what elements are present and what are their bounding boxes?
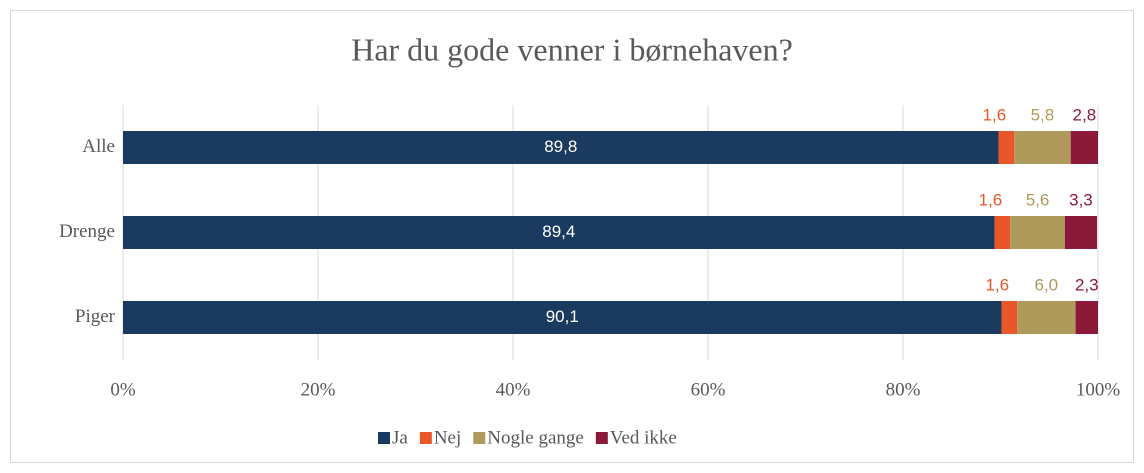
x-tick-label: 80%: [886, 379, 921, 400]
data-label: 89,4: [542, 222, 575, 241]
legend-label: Nej: [434, 427, 461, 448]
bar-segment: [1010, 216, 1065, 249]
bar-segment: [1014, 131, 1071, 164]
y-tick-label: Drenge: [59, 221, 115, 242]
legend-swatch: [473, 432, 486, 444]
data-label: 1,6: [979, 190, 1003, 209]
data-label: 1,6: [983, 105, 1007, 124]
data-label: 5,8: [1031, 105, 1055, 124]
chart-title: Har du gode venner i børnehaven?: [351, 31, 793, 67]
legend-swatch: [595, 432, 608, 444]
bar-segment: [123, 216, 995, 249]
x-tick-label: 0%: [110, 379, 136, 400]
bar-segment: [1017, 301, 1076, 334]
y-tick-label: Alle: [82, 136, 115, 157]
bar-segment: [994, 216, 1011, 249]
data-label: 3,3: [1069, 190, 1093, 209]
data-label: 90,1: [546, 307, 579, 326]
data-label: 89,8: [544, 137, 577, 156]
x-tick-label: 20%: [301, 379, 336, 400]
bar-segment: [123, 131, 999, 164]
legend-label: Nogle gange: [487, 427, 584, 448]
legend-swatch: [378, 432, 390, 444]
data-label: 5,6: [1026, 190, 1050, 209]
x-tick-label: 60%: [691, 379, 726, 400]
data-label: 1,6: [985, 275, 1009, 294]
data-label: 6,0: [1035, 275, 1059, 294]
data-label: 2,8: [1073, 105, 1097, 124]
legend-label: Ja: [392, 427, 408, 448]
legend-label: Ved ikke: [610, 427, 677, 448]
y-tick-label: Piger: [75, 306, 116, 327]
bar-segment: [998, 131, 1015, 164]
x-tick-label: 40%: [496, 379, 531, 400]
bar-segment: [1070, 131, 1098, 164]
bar-segment: [1075, 301, 1098, 334]
legend-swatch: [419, 432, 432, 444]
bar-segment: [1001, 301, 1018, 334]
x-tick-label: 100%: [1076, 379, 1121, 400]
bar-segment: [123, 301, 1002, 334]
data-label: 2,3: [1075, 275, 1099, 294]
bar-segment: [1064, 216, 1098, 249]
